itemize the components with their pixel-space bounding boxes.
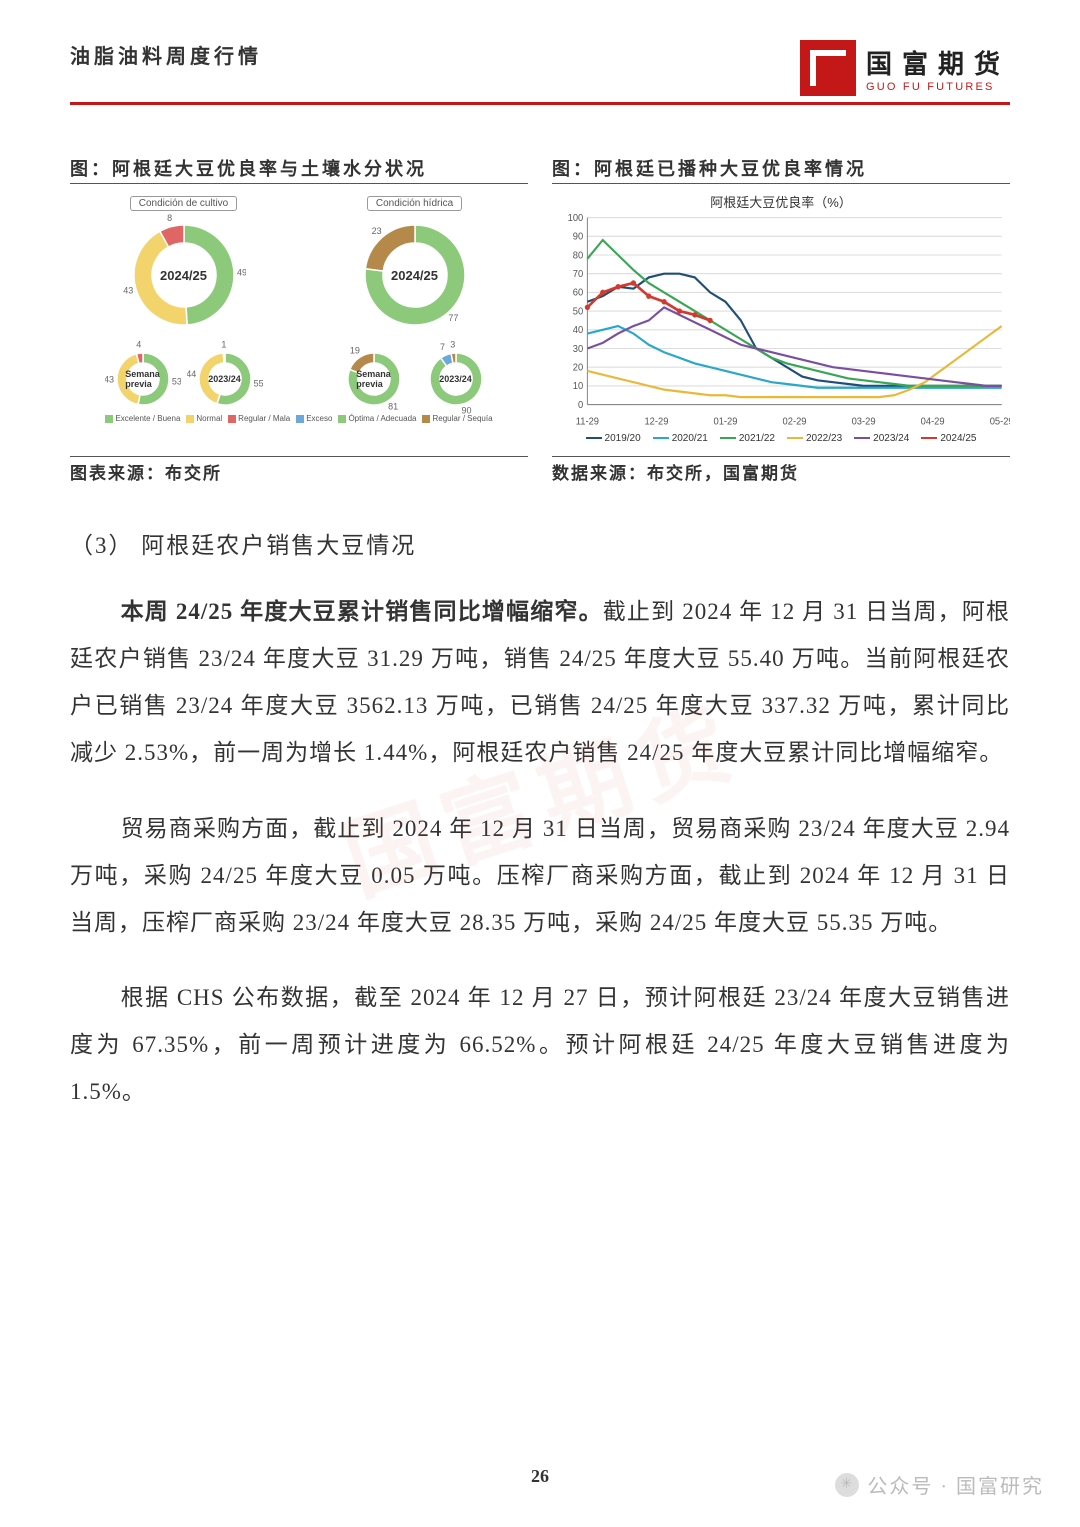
donut: 77232024/25 [353, 213, 477, 337]
logo-icon [800, 40, 856, 96]
svg-text:20: 20 [573, 362, 583, 373]
donut: 554412023/24 [187, 341, 263, 417]
svg-text:10: 10 [573, 381, 583, 392]
source-row: 图表来源：布交所 数据来源：布交所，国富期货 [70, 456, 1010, 484]
header-divider [70, 102, 1010, 105]
body-paragraph: 本周 24/25 年度大豆累计销售同比增幅缩窄。截止到 2024 年 12 月 … [70, 588, 1010, 777]
linechart-inner-title: 阿根廷大豆优良率（%） [552, 192, 1010, 211]
donut-cell: 8119Semanaprevia90732023/24 [301, 341, 528, 417]
donut-cell: 53434Semanaprevia554412023/24 [70, 341, 297, 417]
body-paragraph: 贸易商采购方面，截止到 2024 年 12 月 31 日当周，贸易商采购 23/… [70, 805, 1010, 946]
legend-item: 2023/24 [854, 433, 909, 444]
donut: 53434Semanaprevia [105, 341, 181, 417]
svg-text:11-29: 11-29 [576, 416, 599, 427]
donut: 494382024/25 [122, 213, 246, 337]
legend-item: 2020/21 [653, 433, 708, 444]
svg-text:01-29: 01-29 [714, 416, 738, 427]
footer-brand: ✳ 公众号 · 国富研究 [835, 1470, 1044, 1499]
donut-center-label: Semanaprevia [105, 341, 181, 417]
page-header: 油脂油料周度行情 国富期货 GUO FU FUTURES [70, 40, 1010, 96]
donut: 8119Semanaprevia [336, 341, 412, 417]
svg-text:05-29: 05-29 [990, 416, 1010, 427]
donut-center-label: Semanaprevia [336, 341, 412, 417]
donut-header: Condición hídrica [367, 196, 462, 211]
donut-center-label: 2023/24 [187, 341, 263, 417]
logo-cn: 国富期货 [866, 44, 1010, 81]
chart-left-source: 图表来源：布交所 [70, 456, 528, 484]
legend-item: 2022/23 [787, 433, 842, 444]
svg-text:04-29: 04-29 [921, 416, 945, 427]
section-heading: （3） 阿根廷农户销售大豆情况 [70, 526, 1010, 560]
brand-logo: 国富期货 GUO FU FUTURES [800, 40, 1010, 96]
chart-right-title: 图：阿根廷已播种大豆优良率情况 [552, 155, 1010, 184]
svg-text:30: 30 [573, 344, 583, 355]
donut-cell: Condición hídrica 77232024/25 [301, 196, 528, 337]
svg-text:40: 40 [573, 325, 583, 336]
legend-item: 2024/25 [921, 433, 976, 444]
donut-center-label: 2023/24 [418, 341, 494, 417]
donut-cell: Condición de cultivo 494382024/25 [70, 196, 297, 337]
svg-text:100: 100 [568, 213, 584, 224]
svg-text:60: 60 [573, 287, 583, 298]
legend-item: 2021/22 [720, 433, 775, 444]
donut-center-label: 2024/25 [122, 213, 246, 337]
svg-text:12-29: 12-29 [644, 416, 668, 427]
donut: 90732023/24 [418, 341, 494, 417]
svg-text:80: 80 [573, 250, 583, 261]
svg-text:50: 50 [573, 306, 583, 317]
donut-header: Condición de cultivo [130, 196, 238, 211]
wechat-icon: ✳ [835, 1473, 859, 1497]
svg-text:0: 0 [578, 400, 583, 411]
logo-en: GUO FU FUTURES [866, 81, 1010, 93]
chart-left-title: 图：阿根廷大豆优良率与土壤水分状况 [70, 155, 528, 184]
body-paragraph: 根据 CHS 公布数据，截至 2024 年 12 月 27 日，预计阿根廷 23… [70, 974, 1010, 1115]
svg-text:70: 70 [573, 269, 583, 280]
chart-right-source: 数据来源：布交所，国富期货 [552, 456, 1010, 484]
legend-item: 2019/20 [586, 433, 641, 444]
line-chart-box: 阿根廷大豆优良率（%） 0 10 20 30 40 50 60 70 80 90 100 11-29 1… [552, 190, 1010, 450]
svg-text:02-29: 02-29 [783, 416, 807, 427]
svg-text:90: 90 [573, 231, 583, 242]
donut-chart-box: Condición de cultivo494382024/25Condició… [70, 190, 528, 450]
doc-title: 油脂油料周度行情 [70, 40, 262, 77]
svg-text:03-29: 03-29 [852, 416, 876, 427]
chart-title-row: 图：阿根廷大豆优良率与土壤水分状况 图：阿根廷已播种大豆优良率情况 [70, 155, 1010, 184]
donut-center-label: 2024/25 [353, 213, 477, 337]
footer-brand-text: 公众号 · 国富研究 [867, 1470, 1044, 1499]
